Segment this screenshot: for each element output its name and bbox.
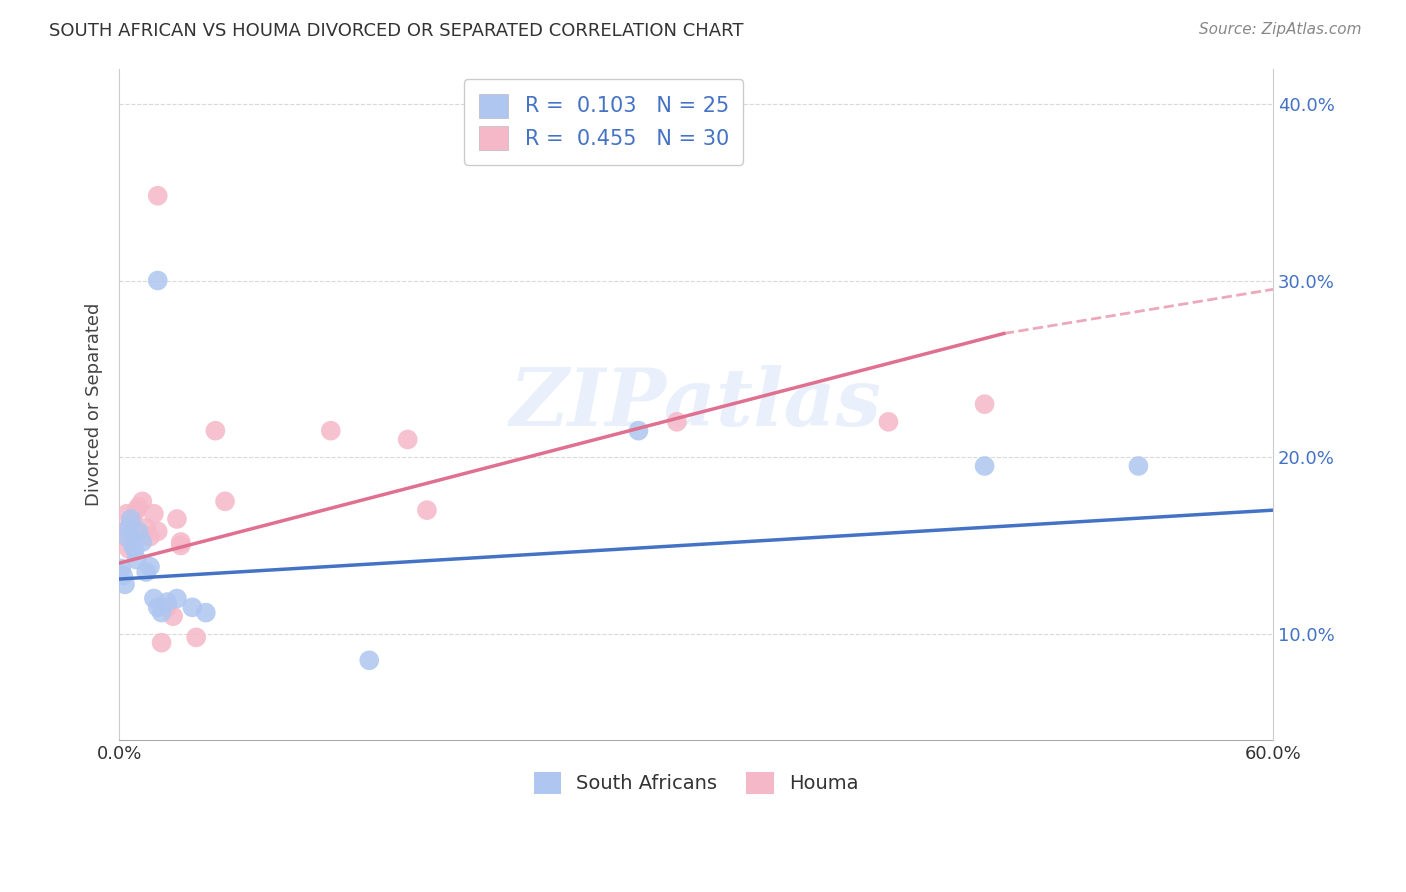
Point xyxy=(118,521,141,535)
Point xyxy=(627,424,650,438)
Point xyxy=(131,494,153,508)
Point xyxy=(121,512,143,526)
Point xyxy=(131,535,153,549)
Point xyxy=(114,577,136,591)
Point xyxy=(204,424,226,438)
Point xyxy=(146,188,169,202)
Point xyxy=(110,561,132,575)
Point xyxy=(396,433,419,447)
Point xyxy=(146,273,169,287)
Point xyxy=(124,541,146,556)
Point xyxy=(135,565,157,579)
Point xyxy=(416,503,439,517)
Point xyxy=(128,524,150,539)
Point xyxy=(166,512,188,526)
Point xyxy=(139,530,162,544)
Y-axis label: Divorced or Separated: Divorced or Separated xyxy=(86,302,103,506)
Point xyxy=(973,458,995,473)
Point xyxy=(114,530,136,544)
Point xyxy=(156,600,179,615)
Point xyxy=(124,524,146,539)
Point xyxy=(194,606,217,620)
Point xyxy=(120,512,142,526)
Text: ZIPatlas: ZIPatlas xyxy=(510,366,882,443)
Point xyxy=(118,541,141,556)
Point xyxy=(110,524,132,539)
Point xyxy=(1128,458,1150,473)
Point xyxy=(181,600,204,615)
Point xyxy=(162,609,184,624)
Point xyxy=(170,539,193,553)
Text: Source: ZipAtlas.com: Source: ZipAtlas.com xyxy=(1198,22,1361,37)
Point xyxy=(128,500,150,514)
Point xyxy=(877,415,900,429)
Point xyxy=(142,591,165,606)
Point xyxy=(359,653,381,667)
Point xyxy=(156,595,179,609)
Point xyxy=(150,635,173,649)
Point xyxy=(973,397,995,411)
Point xyxy=(166,591,188,606)
Point xyxy=(214,494,236,508)
Point xyxy=(115,530,138,544)
Point xyxy=(120,517,142,532)
Point xyxy=(135,521,157,535)
Point xyxy=(112,568,135,582)
Point xyxy=(665,415,688,429)
Point xyxy=(319,424,342,438)
Point xyxy=(142,507,165,521)
Point xyxy=(170,535,193,549)
Point xyxy=(146,600,169,615)
Point xyxy=(186,631,208,645)
Point xyxy=(125,503,148,517)
Point xyxy=(125,552,148,566)
Point xyxy=(150,606,173,620)
Point xyxy=(115,507,138,521)
Text: SOUTH AFRICAN VS HOUMA DIVORCED OR SEPARATED CORRELATION CHART: SOUTH AFRICAN VS HOUMA DIVORCED OR SEPAR… xyxy=(49,22,744,40)
Legend: South Africans, Houma: South Africans, Houma xyxy=(524,762,869,804)
Point xyxy=(121,539,143,553)
Point xyxy=(139,559,162,574)
Point xyxy=(146,524,169,539)
